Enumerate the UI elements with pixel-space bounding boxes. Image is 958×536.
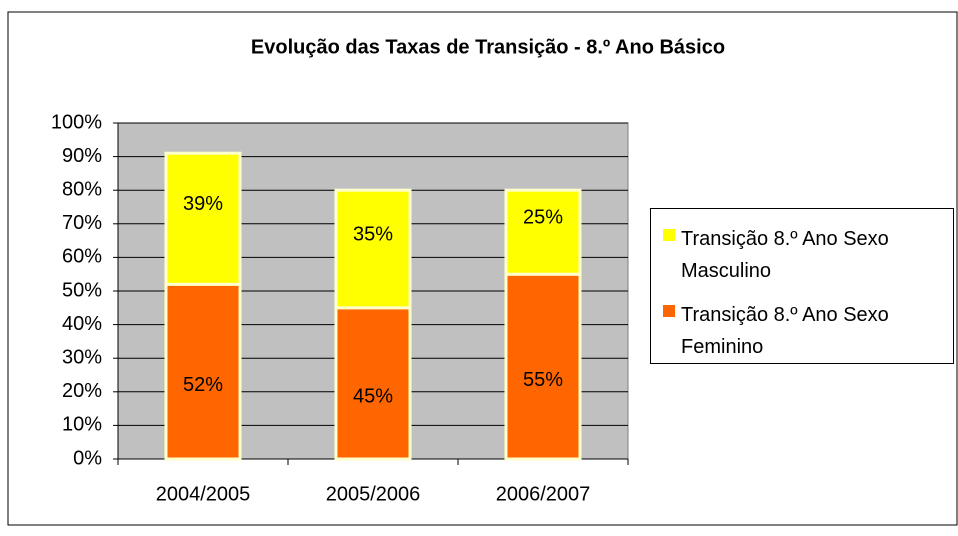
data-label: 39% (183, 193, 223, 215)
legend-label: Transição 8.º Ano Sexo Masculino (681, 228, 889, 282)
legend-swatch (663, 229, 675, 241)
y-tick-label: 10% (62, 414, 102, 436)
y-tick-label: 20% (62, 380, 102, 402)
y-tick-label: 80% (62, 178, 102, 200)
chart-title: Evolução das Taxas de Transição - 8.º An… (251, 36, 725, 58)
y-tick-label: 0% (73, 447, 102, 469)
data-label: 45% (353, 386, 393, 408)
bar-segment (164, 282, 242, 461)
legend-swatch (663, 305, 675, 317)
x-tick-label: 2006/2007 (496, 483, 591, 505)
y-tick-label: 30% (62, 346, 102, 368)
legend-entry: Transição 8.º Ano Sexo Feminino (663, 299, 953, 363)
y-tick-label: 90% (62, 145, 102, 167)
x-tick-label: 2004/2005 (156, 483, 251, 505)
bar-segment (334, 188, 412, 310)
data-label: 52% (183, 374, 223, 396)
bar-segment (334, 306, 412, 461)
x-tick-label: 2005/2006 (326, 483, 421, 505)
bar-segment (504, 272, 582, 461)
y-tick-label: 60% (62, 246, 102, 268)
y-tick-label: 40% (62, 313, 102, 335)
bar-segment (504, 188, 582, 276)
legend: Transição 8.º Ano Sexo Masculino Transiçã… (650, 208, 954, 364)
data-label: 55% (523, 369, 563, 391)
data-label: 35% (353, 223, 393, 245)
y-tick-label: 70% (62, 212, 102, 234)
bar-segment (164, 151, 242, 286)
legend-label: Transição 8.º Ano Sexo Feminino (681, 304, 889, 358)
y-tick-label: 50% (62, 279, 102, 301)
y-tick-label: 100% (51, 111, 102, 133)
legend-entry: Transição 8.º Ano Sexo Masculino (663, 223, 953, 287)
data-label: 25% (523, 206, 563, 228)
